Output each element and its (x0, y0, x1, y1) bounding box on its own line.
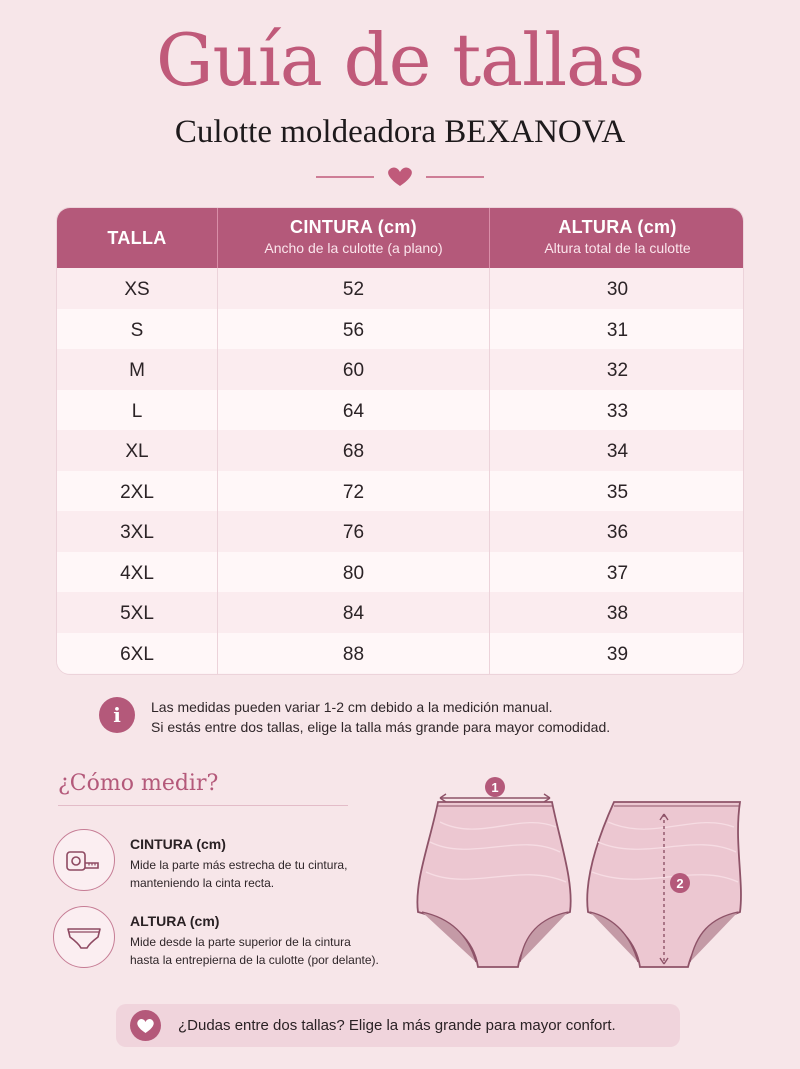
height-cell: 33 (606, 400, 629, 422)
measurement-note: Las medidas pueden variar 1-2 cm debido … (151, 697, 610, 737)
waist-description: Mide la parte más estrecha de tu cintura… (130, 856, 347, 892)
table-row: L 64 33 (57, 389, 743, 430)
page-subtitle: Culotte moldeadora BEXANOVA (174, 114, 626, 150)
banner-text: ¿Dudas entre dos tallas? Elige la más gr… (178, 1017, 616, 1034)
measurement-diagram: 1 2 (416, 777, 742, 968)
waist-desc-line-2: manteniendo la cinta recta. (130, 876, 275, 890)
table-row: 3XL 76 36 (57, 511, 743, 552)
culotte-back-illustration: 2 (586, 801, 742, 968)
table-header: TALLA CINTURA (cm) Ancho de la culotte (… (57, 208, 743, 268)
table-row: 5XL 84 38 (57, 592, 743, 633)
waist-cell: 52 (342, 279, 365, 300)
marker-2: 2 (676, 876, 683, 891)
height-cell: 32 (606, 360, 629, 381)
height-cell: 37 (606, 562, 629, 584)
height-cell: 36 (606, 522, 629, 543)
waist-cell: 60 (342, 360, 365, 381)
waist-cell: 80 (342, 562, 365, 584)
table-body: XS 52 30 S 56 31 M 60 32 L 64 33 XL 68 34 2XL 72 35 3XL 76 3… (57, 268, 743, 673)
table-row: 2XL 72 35 (57, 470, 743, 511)
column-header-cintura: CINTURA (cm) Ancho de la culotte (a plan… (218, 208, 489, 268)
height-desc-line-1: Mide desde la parte superior de la cintu… (130, 935, 351, 949)
size-cell: 2XL (120, 481, 154, 503)
waist-cell: 76 (342, 522, 365, 543)
note-line-1: Las medidas pueden variar 1-2 cm debido … (151, 699, 553, 715)
waist-cell: 64 (342, 400, 365, 422)
column-header-label: CINTURA (cm) (290, 217, 417, 237)
size-cell: XL (125, 441, 149, 462)
column-header-sublabel: Altura total de la culotte (544, 240, 691, 256)
advice-banner: ¿Dudas entre dos tallas? Elige la más gr… (116, 1004, 680, 1047)
waist-cell: 72 (342, 481, 365, 503)
column-header-label: TALLA (107, 228, 167, 248)
heart-icon (388, 167, 412, 186)
height-cell: 30 (606, 279, 629, 300)
height-title: ALTURA (cm) (130, 913, 220, 929)
waist-cell: 68 (342, 441, 365, 462)
height-desc-line-2: hasta la entrepierna de la culotte (por … (130, 953, 379, 967)
table-row: XS 52 30 (57, 268, 743, 309)
table-row: M 60 32 (57, 349, 743, 390)
height-cell: 31 (606, 319, 629, 341)
height-description: Mide desde la parte superior de la cintu… (130, 933, 379, 969)
waist-cell: 56 (342, 319, 365, 341)
table-row: S 56 31 (57, 308, 743, 349)
height-cell: 35 (606, 481, 629, 503)
size-cell: 3XL (120, 522, 154, 543)
size-cell: S (130, 319, 144, 341)
column-header-talla: TALLA (57, 208, 217, 268)
size-cell: 5XL (120, 603, 154, 624)
size-cell: M (129, 360, 145, 381)
table-row: XL 68 34 (57, 430, 743, 471)
column-header-altura: ALTURA (cm) Altura total de la culotte (490, 208, 743, 268)
size-cell: 4XL (120, 562, 154, 584)
section-divider (58, 805, 348, 806)
size-table: TALLA CINTURA (cm) Ancho de la culotte (… (56, 207, 744, 675)
culotte-front-illustration: 1 (416, 777, 572, 968)
heart-divider (316, 167, 484, 186)
waist-cell: 84 (342, 603, 365, 624)
table-row: 4XL 80 37 (57, 551, 743, 592)
height-cell: 38 (606, 603, 629, 624)
note-line-2: Si estás entre dos tallas, elige la tall… (151, 719, 611, 735)
waist-desc-line-1: Mide la parte más estrecha de tu cintura… (130, 858, 348, 872)
info-icon: i (99, 697, 135, 733)
waist-cell: 88 (342, 643, 365, 665)
size-cell: XS (124, 279, 150, 300)
column-header-label: ALTURA (cm) (558, 217, 677, 237)
marker-1: 1 (491, 780, 498, 795)
height-cell: 39 (606, 643, 629, 665)
column-header-sublabel: Ancho de la culotte (a plano) (264, 240, 443, 256)
underwear-icon (53, 906, 115, 968)
waist-title: CINTURA (cm) (130, 836, 226, 852)
page-title: Guía de tallas (155, 18, 645, 102)
size-cell: 6XL (120, 643, 154, 665)
table-row: 6XL 88 39 (57, 632, 743, 673)
height-cell: 34 (606, 441, 629, 462)
heart-icon (130, 1010, 161, 1041)
tape-measure-icon (53, 829, 115, 891)
size-cell: L (131, 400, 143, 422)
how-to-measure-title: ¿Cómo medir? (58, 771, 219, 796)
